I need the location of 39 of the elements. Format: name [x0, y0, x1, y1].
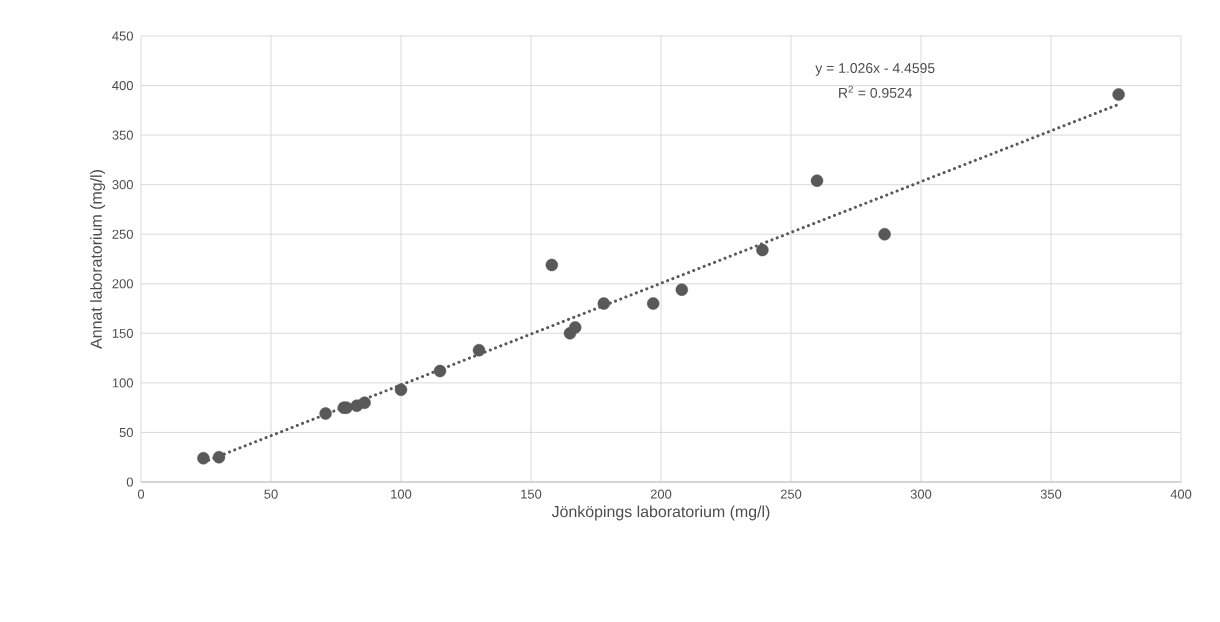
point	[878, 228, 891, 241]
y-tick-label: 300	[112, 180, 133, 190]
point	[647, 297, 660, 310]
point	[1112, 88, 1125, 101]
x-axis-title: Jönköpings laboratorium (mg/l)	[551, 505, 770, 521]
point	[394, 383, 408, 397]
y-tick-label: 350	[112, 130, 133, 140]
x-tick-label: 0	[137, 489, 145, 499]
y-tick-label: 0	[126, 477, 133, 487]
x-tick-label: 250	[780, 489, 802, 499]
y-tick-label: 250	[112, 229, 133, 239]
x-tick-label: 50	[264, 489, 278, 499]
point	[433, 364, 447, 378]
point	[569, 321, 582, 334]
y-tick-label: 100	[112, 378, 133, 388]
y-tick-label: 200	[112, 279, 133, 289]
y-tick-label: 150	[112, 328, 133, 338]
x-tick-label: 200	[650, 489, 672, 499]
point	[358, 396, 371, 409]
y-tick-label: 50	[119, 427, 133, 438]
point	[197, 452, 210, 465]
x-tick-label: 400	[1170, 489, 1192, 499]
x-tick-label: 150	[521, 489, 542, 499]
point	[472, 343, 486, 357]
point	[675, 283, 688, 296]
y-axis-title: Annat laboratorium (mg/l)	[90, 170, 106, 349]
x-tick-label: 350	[1040, 489, 1062, 499]
x-tick-label: 100	[391, 489, 412, 499]
annotation: y = 1.026x - 4.4595	[815, 63, 935, 76]
point	[756, 243, 769, 257]
point	[810, 174, 824, 187]
point	[319, 407, 332, 420]
point	[212, 451, 226, 464]
point	[597, 297, 610, 310]
annotation: R$^{2}$ = 0.9524	[839, 85, 913, 98]
y-tick-label: 400	[112, 80, 133, 91]
x-tick-label: 300	[910, 489, 932, 499]
y-tick-label: 450	[112, 31, 133, 41]
point	[545, 258, 558, 272]
